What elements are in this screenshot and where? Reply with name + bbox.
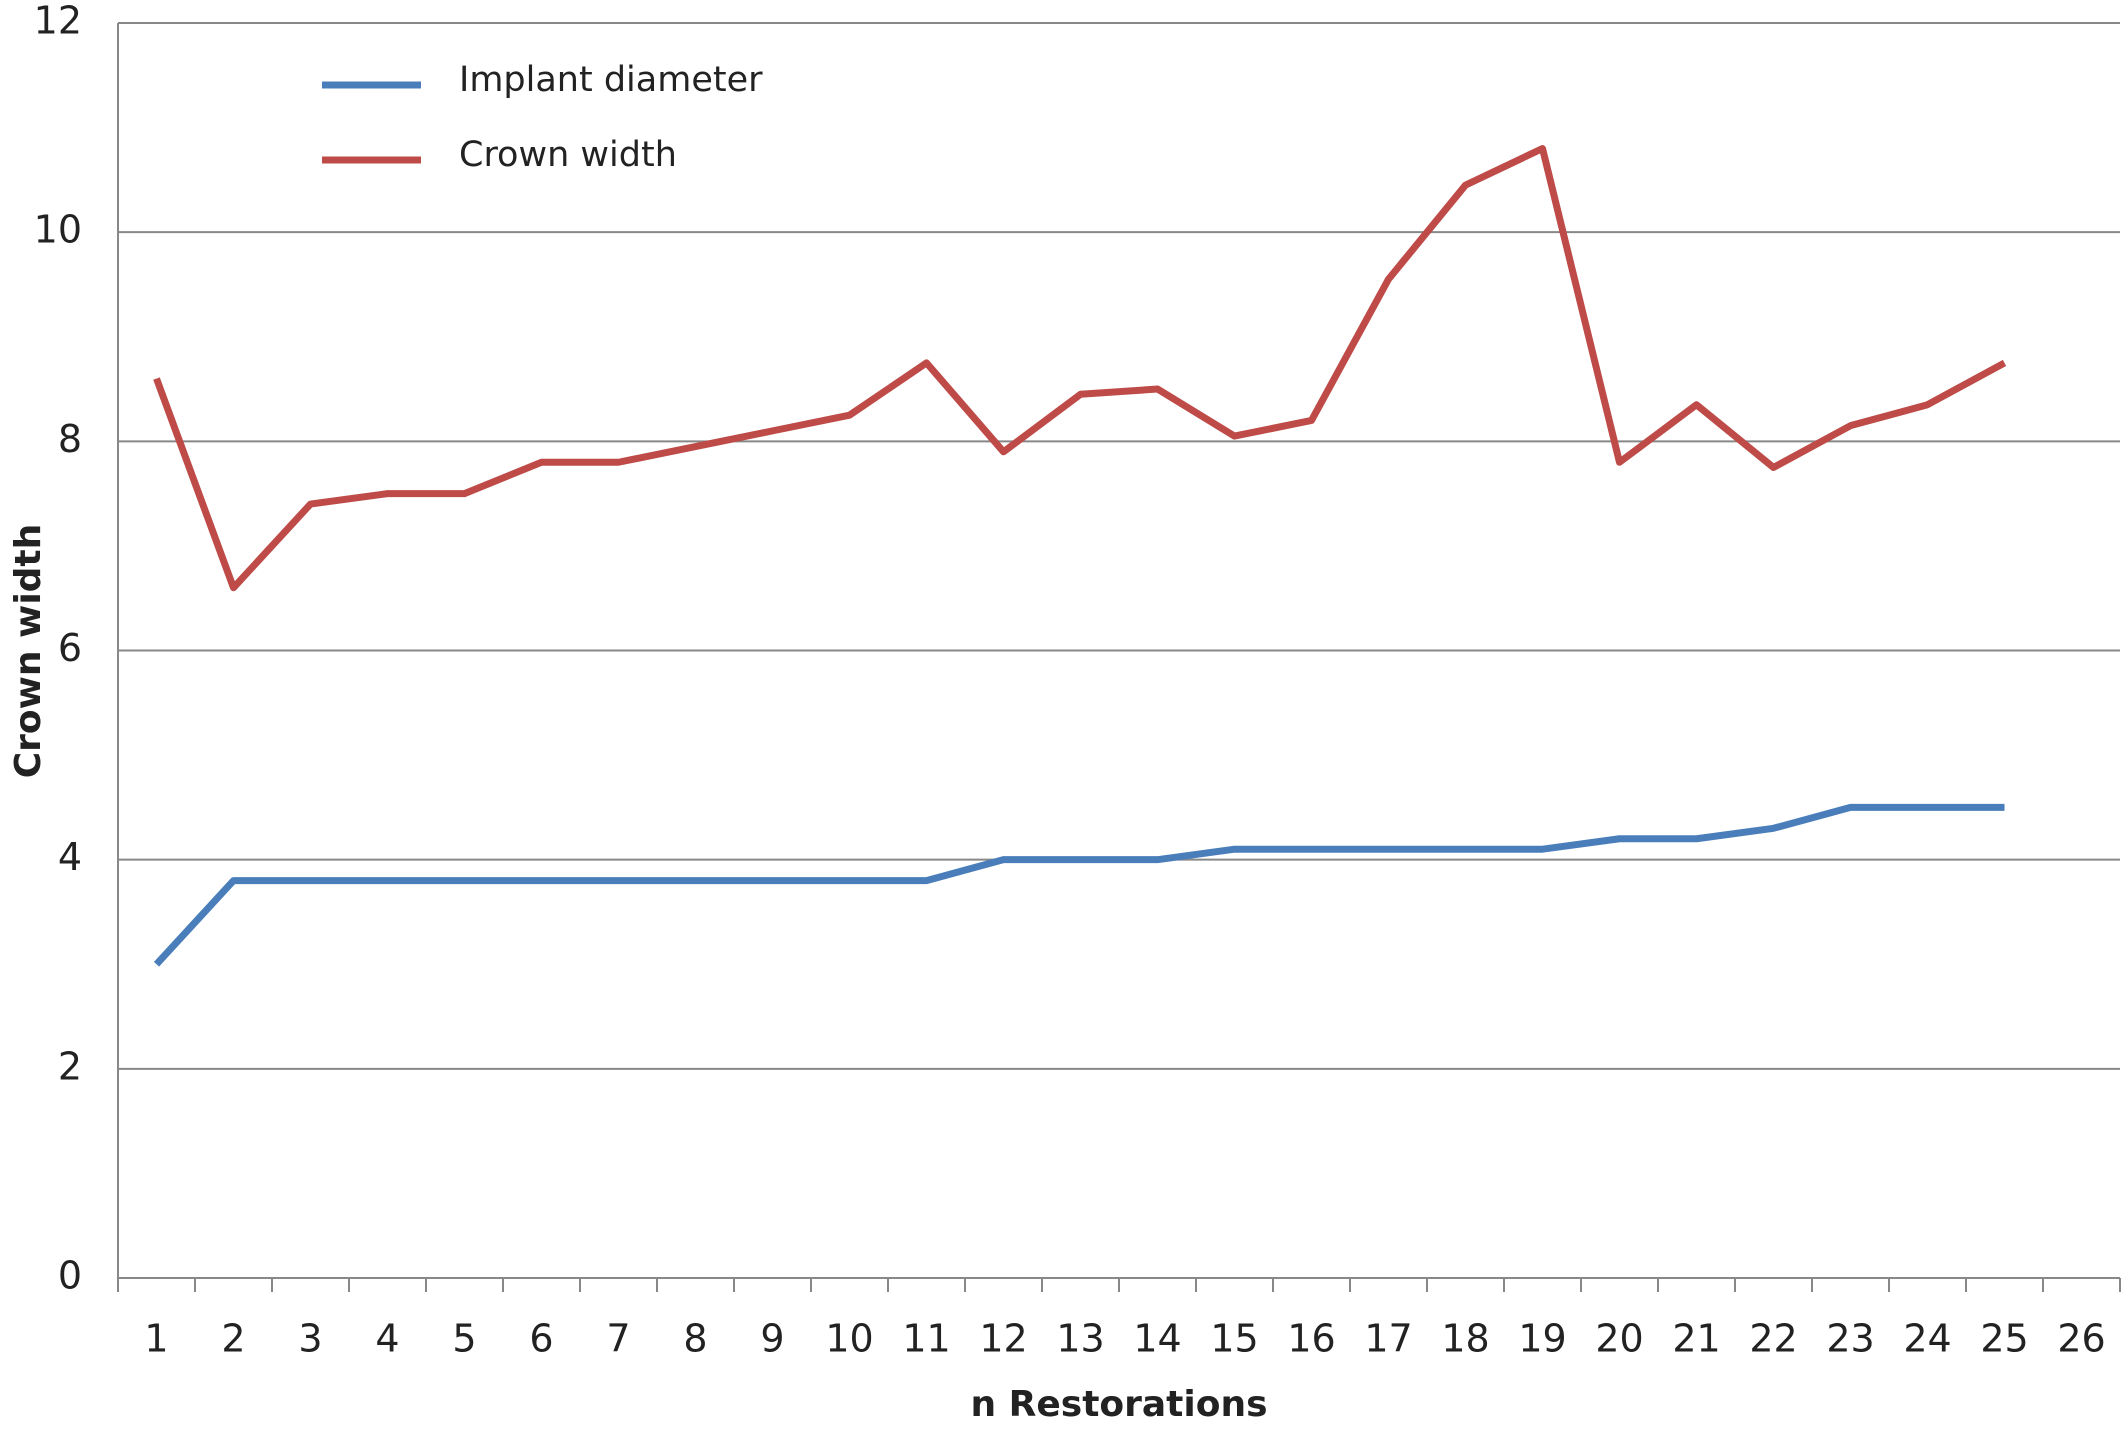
x-tick-label: 25 [1980,1317,2028,1361]
y-tick-label: 12 [34,0,82,43]
x-tick-label: 6 [529,1317,553,1361]
x-tick-label: 1 [144,1317,168,1361]
x-tick-label: 4 [375,1317,399,1361]
y-tick-label: 2 [58,1044,82,1088]
x-tick-label: 13 [1056,1317,1104,1361]
x-tick-label: 14 [1133,1317,1181,1361]
x-tick-label: 20 [1595,1317,1643,1361]
x-tick-label: 10 [825,1317,873,1361]
x-tick-label: 24 [1903,1317,1951,1361]
y-tick-label: 6 [58,626,82,670]
y-tick-label: 0 [58,1254,82,1298]
series-line [153,803,2005,967]
x-tick-label: 18 [1441,1317,1489,1361]
y-axis-label: Crown width [8,524,49,779]
legend-label: Crown width [459,135,677,175]
x-tick-label: 26 [2057,1317,2105,1361]
x-tick-label: 8 [683,1317,707,1361]
x-tick-label: 11 [902,1317,950,1361]
x-tick-label: 5 [452,1317,476,1361]
x-axis-label: n Restorations [970,1384,1267,1425]
x-tick-label: 23 [1826,1317,1874,1361]
x-tick-label: 17 [1364,1317,1412,1361]
y-tick-label: 8 [58,417,82,461]
legend-label: Implant diameter [459,60,763,100]
series-line [153,145,2007,592]
x-tick-label: 3 [298,1317,322,1361]
x-tick-label: 9 [760,1317,784,1361]
x-tick-label: 21 [1672,1317,1720,1361]
x-tick-label: 16 [1287,1317,1335,1361]
x-tick-label: 15 [1210,1317,1258,1361]
x-tick-label: 12 [979,1317,1027,1361]
x-tick-label: 7 [606,1317,630,1361]
y-tick-label: 4 [58,835,82,879]
x-tick-label: 2 [221,1317,245,1361]
y-tick-label: 10 [34,208,82,252]
x-tick-label: 19 [1518,1317,1566,1361]
x-tick-label: 22 [1749,1317,1797,1361]
